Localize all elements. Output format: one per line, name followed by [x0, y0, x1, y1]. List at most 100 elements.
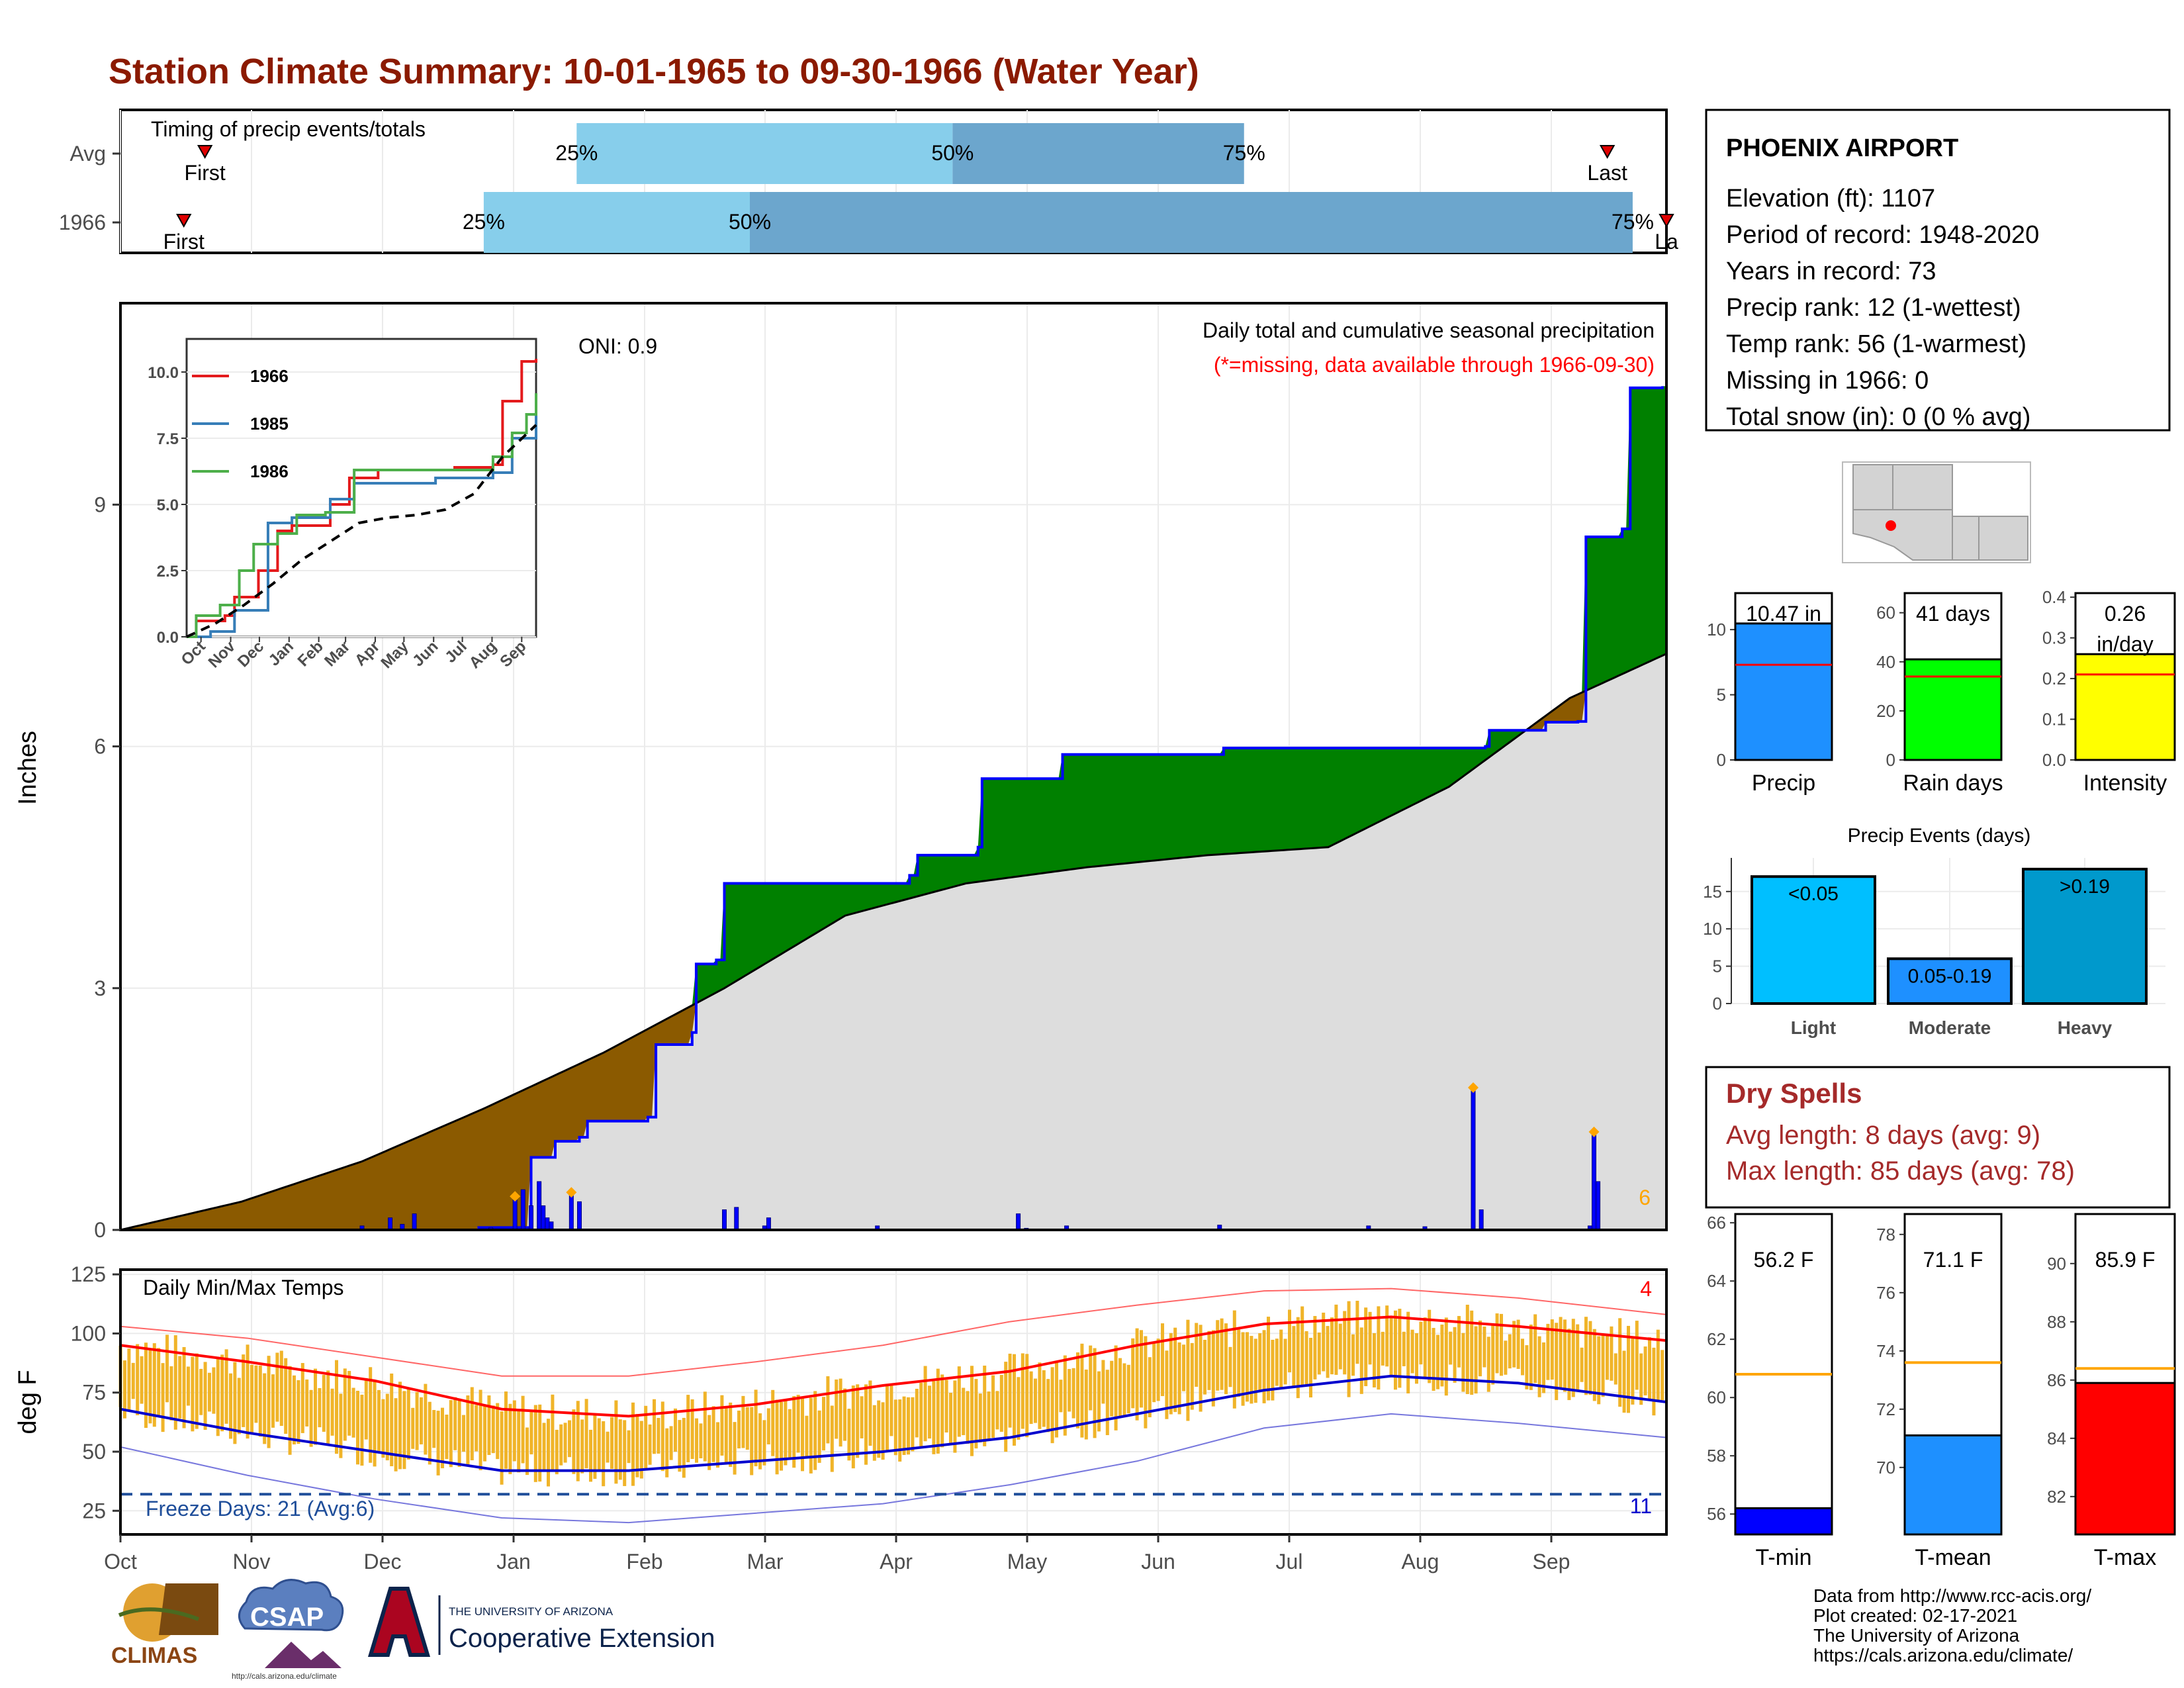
temp-range-bar [1563, 1319, 1567, 1392]
normal-cumulative-line [120, 653, 1667, 1231]
temp-range-bar [402, 1391, 406, 1470]
temp-range-bar [720, 1395, 724, 1456]
temp-range-bar [1521, 1338, 1524, 1376]
freeze-days-label: Freeze Days: 21 (Avg:6) [146, 1497, 375, 1521]
temp-range-bar [1512, 1321, 1516, 1368]
temp-range-bar [936, 1368, 940, 1454]
temp-summary-y-tick-label: 72 [1876, 1399, 1895, 1419]
temp-range-bar [1622, 1350, 1626, 1413]
temp-y-label: deg F [14, 1370, 42, 1434]
temp-range-bar [309, 1389, 313, 1447]
temp-range-bar [165, 1335, 169, 1403]
timing-rows: Avg 25% 50% 75% First Last 1966 25% 50% 75% First L… [59, 123, 1678, 254]
inset-legend-label-1985: 1985 [250, 414, 289, 434]
credit-line-1: Plot created: 02-17-2021 [1813, 1605, 2017, 1626]
events-y-tick-label: 10 [1703, 919, 1722, 939]
precip-heading: Daily total and cumulative seasonal prec… [1203, 318, 1655, 342]
temp-range-bar [305, 1379, 309, 1427]
temp-range-bar [369, 1367, 373, 1463]
dry-spells-title: Dry Spells [1726, 1078, 1862, 1109]
month-label-Dec: Dec [364, 1550, 402, 1573]
temp-grid [120, 1270, 1666, 1534]
temp-range-bar [1283, 1338, 1287, 1385]
temp-range-bar [563, 1423, 567, 1463]
inset-x-tick-label: Apr [351, 637, 383, 669]
temp-range-bar [851, 1385, 855, 1469]
temp-range-bar [886, 1385, 889, 1450]
summary-y-tick-label: 5 [1717, 685, 1726, 705]
events-y-tick-label: 15 [1703, 882, 1722, 902]
temp-range-bar [1525, 1345, 1529, 1389]
temp-range-bar [902, 1396, 906, 1455]
temp-range-bar [178, 1356, 182, 1419]
temp-range-bar [1317, 1332, 1321, 1375]
temp-range-bar [864, 1384, 868, 1465]
temp-range-bar [144, 1342, 148, 1429]
temp-range-bar [169, 1366, 173, 1421]
climas-logo-text: CLIMAS [111, 1643, 197, 1668]
temp-range-bar [1152, 1342, 1156, 1403]
temp-range-bar [1580, 1347, 1584, 1382]
temp-range-bar [597, 1418, 601, 1471]
temp-range-bar [665, 1428, 669, 1477]
temp-range-bar [657, 1417, 660, 1454]
temp-range-bar [559, 1424, 563, 1466]
temp-range-bar [212, 1367, 216, 1414]
temp-range-bar [1071, 1368, 1075, 1419]
temp-range-bar [907, 1397, 910, 1455]
climas-wave-icon [118, 1607, 200, 1621]
temp-range-bar [610, 1417, 614, 1469]
page-title: Station Climate Summary: 10-01-1965 to 0… [109, 52, 1199, 91]
temp-range-bar [970, 1366, 974, 1456]
temp-range-bar [631, 1402, 635, 1486]
temp-range-bar [653, 1399, 656, 1454]
daily-precip-bar-7 [529, 1205, 533, 1231]
temp-range-bar [911, 1397, 915, 1452]
summary-y-tick-label: 10 [1707, 620, 1726, 639]
temp-range-bar [1182, 1344, 1185, 1391]
month-label-Jun: Jun [1141, 1550, 1175, 1573]
daily-precip-bar-12 [569, 1193, 574, 1231]
summary-y-tick-label: 0.2 [2042, 669, 2066, 688]
month-axis: Oct Nov Dec Jan Feb Mar Apr May Jun Jul Aug Sep [104, 1534, 1570, 1573]
timing-row-label: Avg [69, 142, 106, 165]
csap-mountain-icon [265, 1642, 341, 1668]
temp-summary-value-0: 56.2 F [1754, 1248, 1814, 1272]
timing-first-label: First [185, 161, 226, 185]
timing-p50-label: 50% [729, 210, 771, 234]
temp-range-bar [1639, 1353, 1643, 1405]
temp-range-bar [1055, 1361, 1058, 1438]
temp-range-bar [1576, 1324, 1580, 1390]
temp-range-bar [1504, 1340, 1508, 1375]
temp-range-bar [614, 1400, 618, 1484]
temp-range-bar [682, 1417, 686, 1478]
timing-p75-label: 75% [1223, 141, 1265, 165]
temp-range-bar [1195, 1323, 1199, 1387]
missing-note: (*=missing, data available through 1966-… [1214, 353, 1655, 377]
precip-y-tick-label: 3 [94, 976, 106, 1000]
timing-first-marker [176, 214, 192, 228]
temp-range-bar [318, 1387, 322, 1428]
temp-range-bar [780, 1401, 783, 1471]
temp-range-bar [339, 1393, 343, 1458]
cold-count: 11 [1630, 1494, 1652, 1518]
temp-range-bar [512, 1400, 516, 1462]
temp-range-bar [1068, 1369, 1071, 1412]
temp-summary-y-tick-label: 90 [2047, 1254, 2066, 1274]
temp-range-bar [576, 1401, 580, 1481]
locator-map [1842, 461, 2031, 563]
station-lines: Elevation (ft): 1107 Period of record: 19… [1726, 185, 2039, 431]
events-y-tick-label: 5 [1713, 957, 1722, 976]
timing-last-marker [1599, 145, 1615, 160]
temp-range-bar [568, 1420, 571, 1458]
temp-range-bar [475, 1405, 478, 1452]
temp-summary-y-tick-label: 78 [1876, 1225, 1895, 1244]
temp-range-bar [1029, 1371, 1033, 1425]
inset-x-tick-label: Jan [265, 637, 297, 669]
temp-range-bar [351, 1387, 355, 1438]
temp-range-bar [1262, 1330, 1266, 1403]
timing-first-label: First [163, 230, 205, 254]
temp-range-bar [555, 1429, 559, 1475]
temp-range-bar [1597, 1336, 1601, 1405]
temp-range-bar [330, 1388, 334, 1436]
